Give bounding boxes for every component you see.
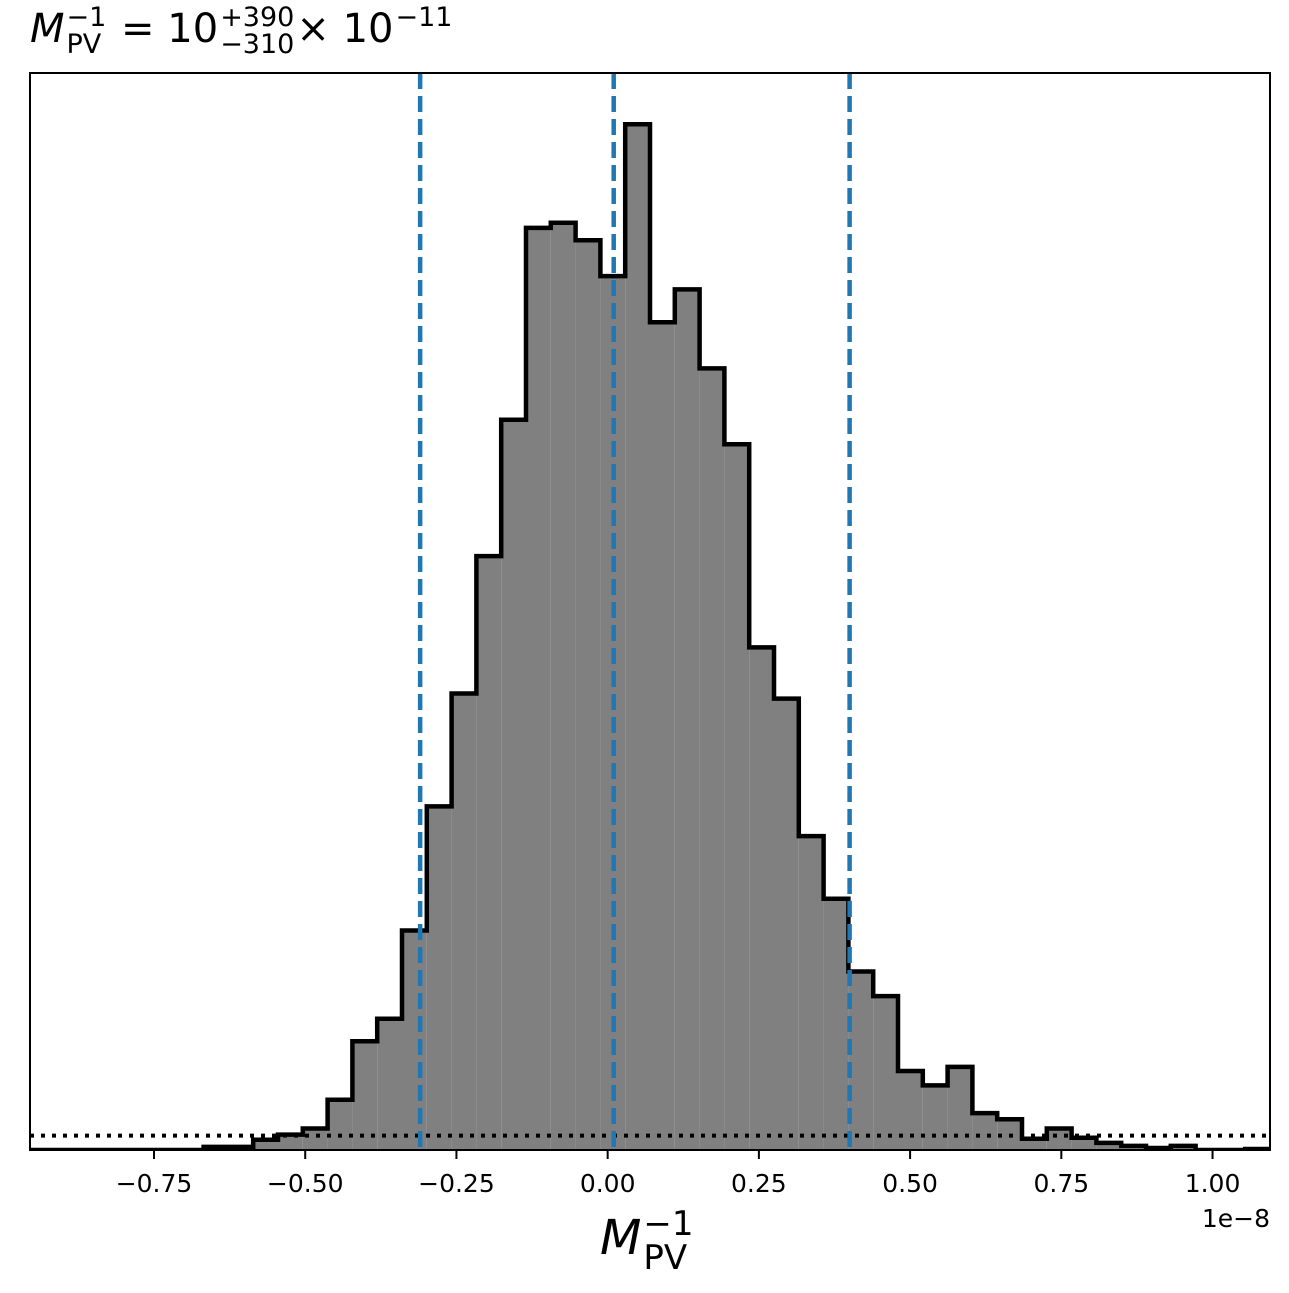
histogram-bar	[550, 222, 576, 1150]
histogram-bar	[650, 322, 675, 1150]
histogram-outline	[30, 122, 1270, 1150]
title-exponent-wrap: −11	[396, 4, 453, 58]
x-tick-label: 0.25	[731, 1169, 787, 1198]
title-symbol: M	[30, 6, 65, 52]
x-axis-label: M −1 PV	[600, 1207, 696, 1275]
histogram-bar	[848, 971, 874, 1150]
x-axis-offset-label: 1e−8	[1201, 1204, 1270, 1233]
histogram-bar	[302, 1128, 328, 1150]
title-symbol-scripts: −1 PV	[67, 4, 107, 58]
histogram-bar	[402, 930, 427, 1150]
title-exponent: −11	[395, 2, 453, 33]
x-tick-label: 0.75	[1033, 1169, 1089, 1198]
xlabel-scripts: −1 PV	[643, 1207, 693, 1275]
histogram-bar	[1096, 1142, 1122, 1150]
histogram-bar	[451, 693, 477, 1150]
histogram-bar	[278, 1134, 303, 1150]
histogram-bar	[253, 1139, 278, 1150]
title-errors: +390 −310	[220, 4, 294, 58]
histogram-bar	[1022, 1138, 1047, 1150]
histogram-bar	[873, 996, 898, 1150]
title-symbol-sup: −1	[66, 2, 107, 33]
histogram-bar	[625, 124, 650, 1150]
histogram-bar	[749, 647, 774, 1150]
title-err-plus: +390	[220, 2, 295, 33]
histogram-bar	[526, 227, 551, 1150]
xlabel-sup: −1	[643, 1204, 694, 1244]
xlabel-symbol: M	[600, 1210, 642, 1266]
x-tick-label: 1.00	[1185, 1169, 1241, 1198]
title-err-minus: −310	[220, 29, 295, 60]
histogram-bar	[699, 368, 725, 1150]
plot-frame	[29, 72, 1271, 1151]
title-symbol-sub: PV	[66, 29, 102, 60]
histogram-bar	[798, 836, 824, 1150]
histogram-bar	[674, 289, 700, 1150]
histogram-bar	[1071, 1137, 1097, 1150]
title-equals: = 10	[121, 6, 219, 52]
histogram-bar	[426, 806, 452, 1150]
plot-area	[29, 72, 1271, 1151]
x-tick-label: −0.50	[267, 1169, 344, 1198]
x-axis: −0.75 −0.50 −0.25 0.00 0.25 0.50 0.75 1.00	[116, 1150, 1241, 1198]
histogram-bar	[774, 698, 799, 1150]
chart-title: M −1 PV = 10 +390 −310 × 10 −11	[30, 4, 454, 58]
histogram-bar	[823, 898, 849, 1150]
plot-content	[30, 73, 1270, 1150]
title-times: × 10	[296, 6, 394, 52]
histogram-bar	[898, 1071, 923, 1150]
histogram-bar	[377, 1018, 402, 1150]
histogram-bar	[501, 419, 526, 1150]
histogram-bar	[1046, 1128, 1072, 1150]
histogram-bar	[724, 444, 750, 1150]
histogram-bar	[476, 556, 502, 1150]
histogram-bar	[972, 1113, 998, 1150]
x-tick-label: −0.75	[116, 1169, 193, 1198]
xlabel-sub: PV	[643, 1238, 688, 1278]
histogram-bar	[575, 240, 601, 1150]
histogram-bar	[922, 1085, 948, 1150]
x-tick-label: 0.50	[882, 1169, 938, 1198]
histogram-bar	[327, 1099, 353, 1150]
x-tick-label: −0.25	[418, 1169, 495, 1198]
histogram-bar	[352, 1041, 378, 1150]
x-tick-label: 0.00	[580, 1169, 636, 1198]
